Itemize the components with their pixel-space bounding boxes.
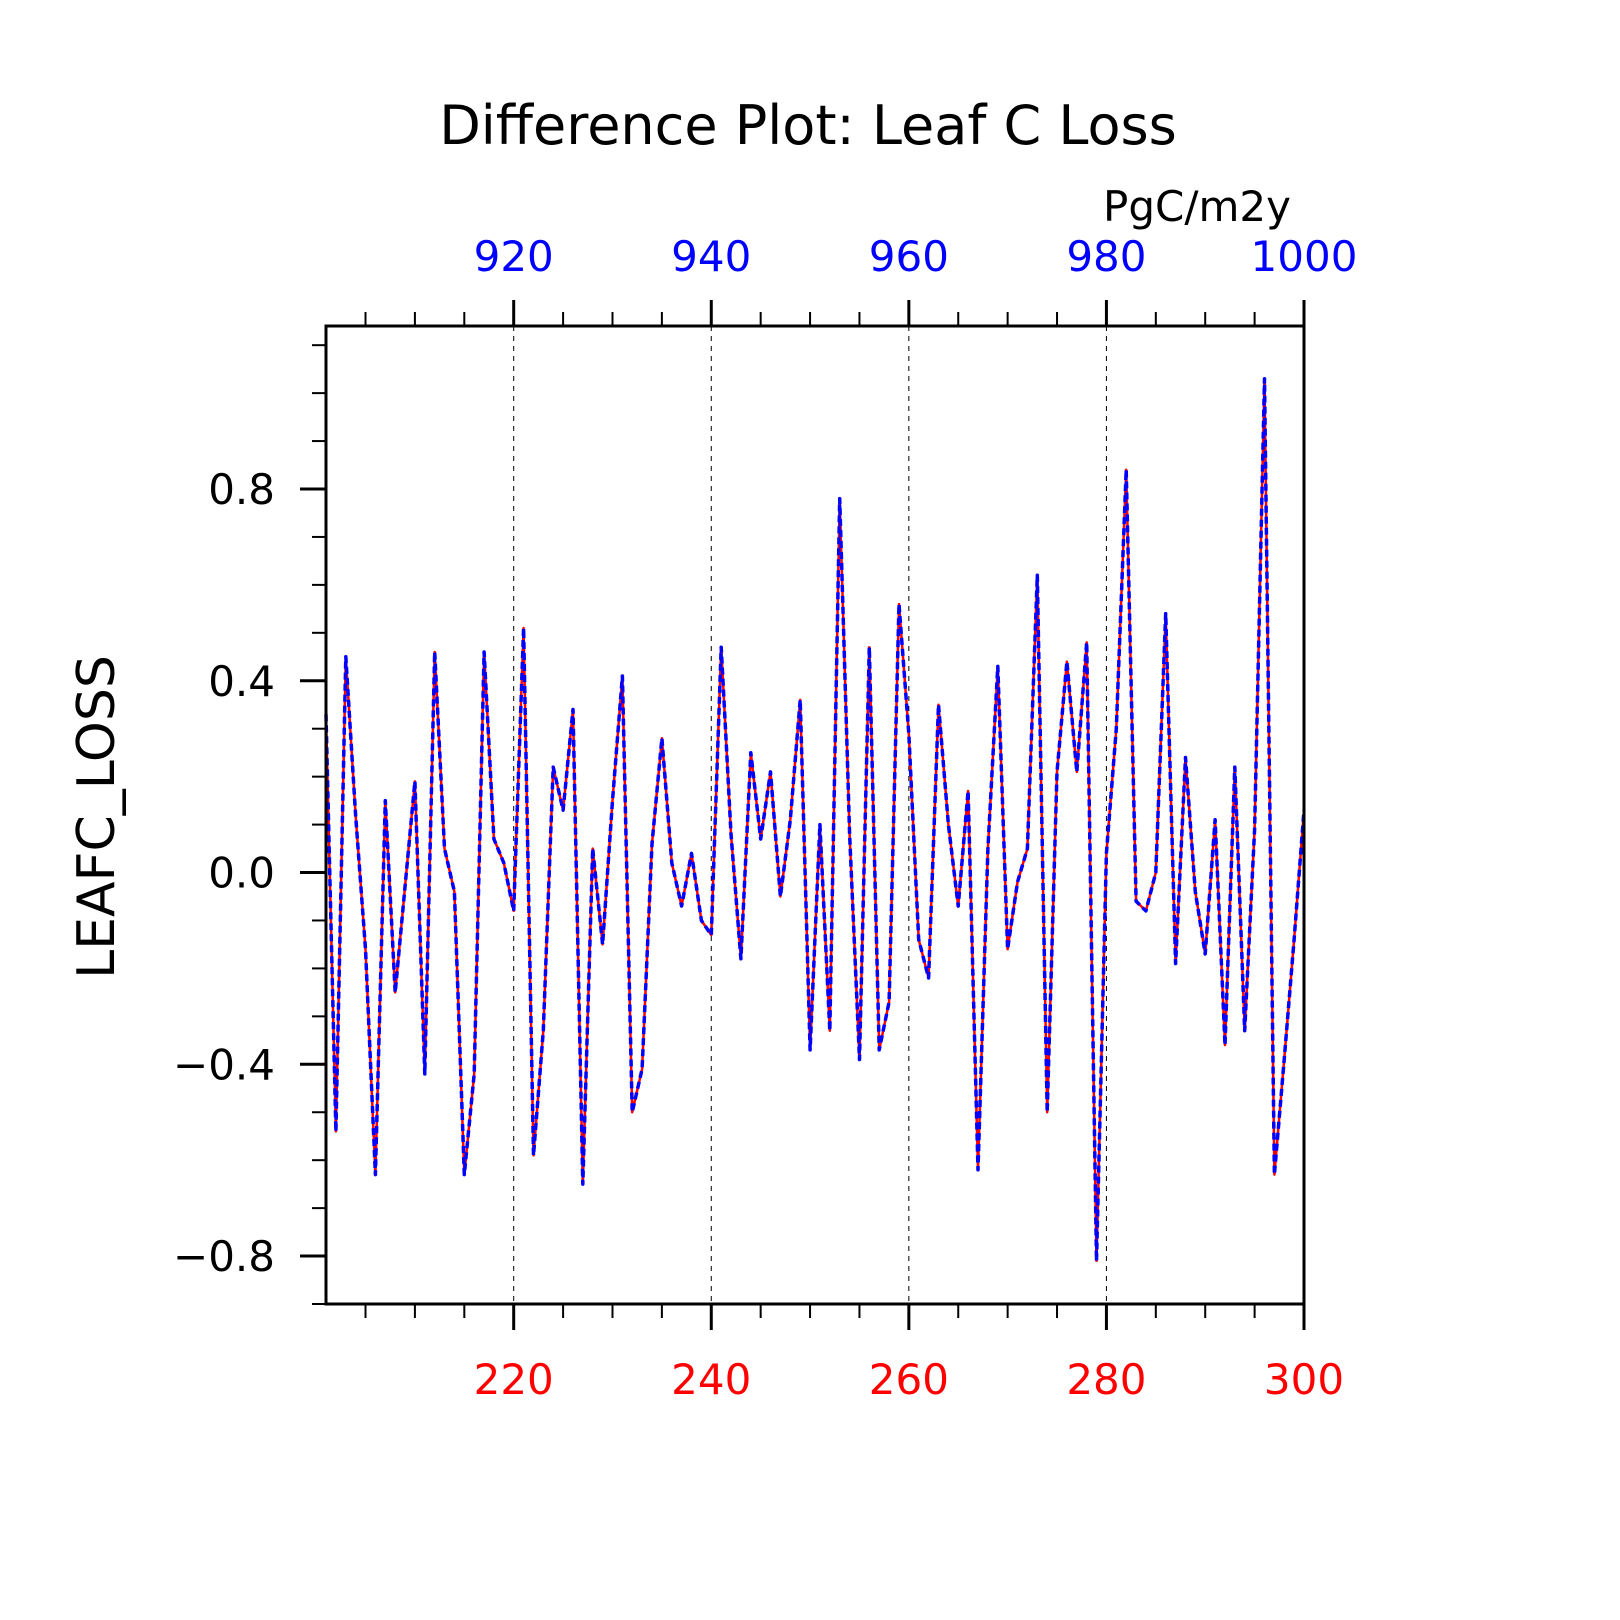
y-axis-tick-label: 0.8 — [208, 465, 275, 514]
bottom-axis-tick-label: 220 — [474, 1355, 554, 1404]
series-layer — [324, 376, 1306, 1263]
bottom-axis-tick-label: 240 — [671, 1355, 751, 1404]
y-axis-tick-label: −0.8 — [173, 1232, 275, 1281]
y-axis-tick-label: −0.4 — [173, 1040, 275, 1089]
axes: 220 240 260 280 300 920 940 960 980 1000 −0.8 −0.4 0… — [173, 232, 1357, 1404]
top-axis-tick-label: 960 — [869, 232, 949, 281]
y-axis-label: LEAFC_LOSS — [67, 655, 127, 979]
top-axis-tick-label: 980 — [1066, 232, 1146, 281]
y-axis-tick-label: 0.0 — [208, 849, 275, 898]
chart-title: Difference Plot: Leaf C Loss — [439, 94, 1177, 157]
y-axis-tick-label: 0.4 — [208, 657, 275, 706]
series-line-red — [324, 377, 1306, 1263]
top-axis-tick-label: 920 — [474, 232, 554, 281]
top-axis-tick-label: 940 — [671, 232, 751, 281]
plot-frame — [324, 324, 1306, 1306]
bottom-axis-tick-label: 280 — [1066, 1355, 1146, 1404]
top-axis-tick-label: 1000 — [1251, 232, 1358, 281]
grid-lines — [513, 326, 1107, 1304]
units-label: PgC/m2y — [1103, 182, 1291, 231]
bottom-axis-tick-label: 260 — [869, 1355, 949, 1404]
bottom-axis-tick-label: 300 — [1264, 1355, 1344, 1404]
